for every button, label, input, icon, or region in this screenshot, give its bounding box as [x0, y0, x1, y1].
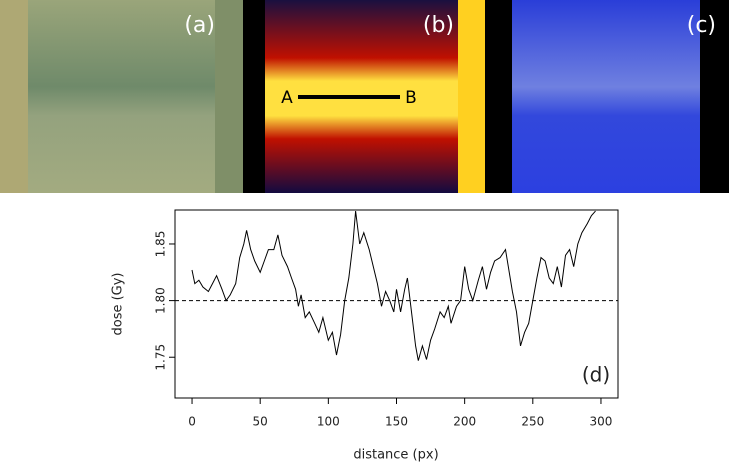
- data-line: [191, 210, 596, 361]
- plot-frame: [174, 209, 619, 399]
- x-tick-label: 200: [453, 415, 476, 429]
- y-tick-label: 1.80: [154, 287, 168, 314]
- panel-a: (a): [0, 0, 243, 193]
- point-label: A: [281, 88, 293, 108]
- panel-label: (a): [184, 13, 215, 38]
- x-tick-label: 0: [188, 415, 196, 429]
- x-tick-label: 250: [521, 415, 544, 429]
- point-label: B: [405, 88, 417, 108]
- x-tick-label: 100: [317, 415, 340, 429]
- panel-label: (d): [582, 363, 610, 387]
- y-tick-label: 1.85: [154, 231, 168, 258]
- plot: (d) distance (px) dose (Gy) 0 50 100 150 200…: [111, 209, 619, 463]
- panel-b: A B (b): [243, 0, 485, 193]
- panel-label: (b): [423, 13, 454, 38]
- x-tick-label: 150: [385, 415, 408, 429]
- x-tick-label: 50: [253, 415, 268, 429]
- y-tick-label: 1.75: [154, 344, 168, 371]
- panel-c: (c): [485, 0, 729, 193]
- panel-label: (c): [687, 13, 716, 38]
- x-axis-label: distance (px): [353, 448, 438, 463]
- y-axis-label: dose (Gy): [111, 272, 126, 335]
- x-tick-label: 300: [590, 415, 613, 429]
